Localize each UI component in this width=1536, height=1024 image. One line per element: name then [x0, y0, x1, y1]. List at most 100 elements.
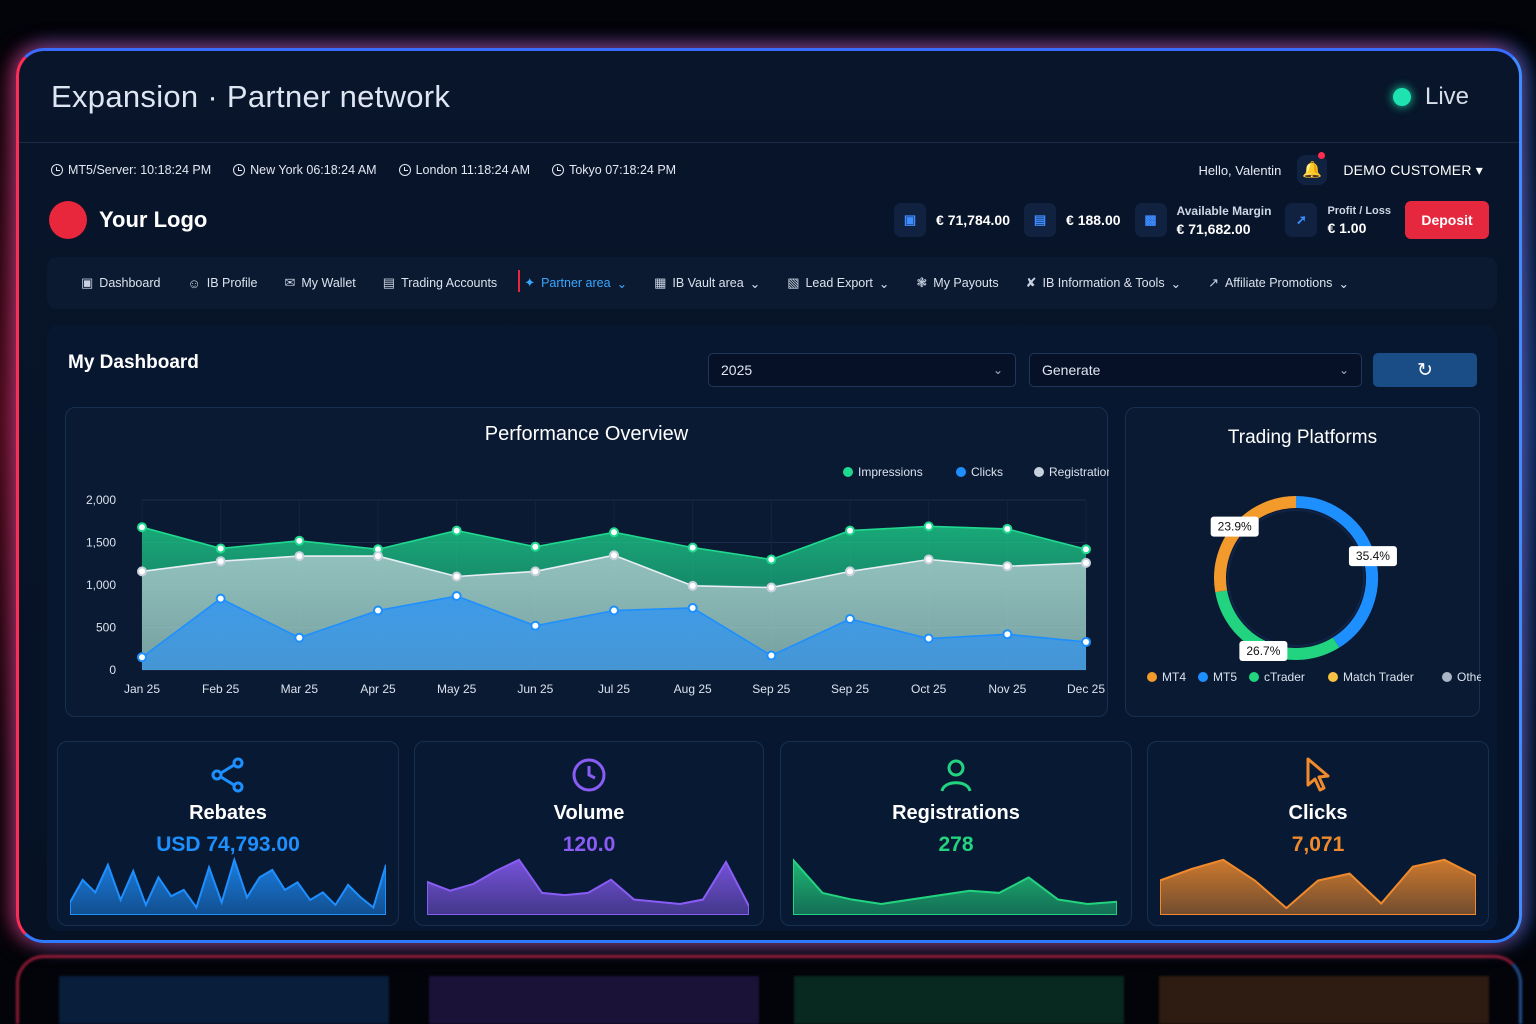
chevron-down-icon: ⌄ — [992, 363, 1003, 377]
clock-icon — [552, 164, 565, 176]
world-clocks: MT5/Server: 10:18:24 PM New York 06:18:2… — [51, 163, 676, 177]
legend-swatch — [843, 467, 853, 477]
bell-icon: 🔔 — [1302, 162, 1323, 179]
kpi-rebates[interactable]: Rebates USD 74,793.00 — [57, 741, 399, 926]
nav-dashboard[interactable]: ▣ Dashboard — [81, 275, 161, 290]
data-point-impressions — [609, 527, 619, 538]
mode-select[interactable]: Generate ⌄ — [1029, 353, 1362, 387]
kpi-clicks[interactable]: Clicks 7,071 — [1147, 741, 1489, 926]
user-bar: Hello, Valentin 🔔 DEMO CUSTOMER ▾ — [1198, 152, 1483, 185]
data-point-registrations — [845, 566, 855, 577]
legend-swatch — [1147, 672, 1157, 682]
kpi-volume[interactable]: Volume 120.0 — [414, 741, 764, 926]
y-tick-label: 0 — [109, 663, 116, 677]
donut-inner-ring — [1227, 509, 1365, 647]
performance-chart-card: Performance Overview 0 500 1,000 1,500 2,000… — [65, 407, 1109, 717]
nav-ib-profile[interactable]: ☺ IB Profile — [187, 275, 258, 291]
data-point-clicks — [845, 614, 855, 624]
sparkline-area — [70, 856, 386, 915]
legend-label: Match Trader — [1343, 670, 1414, 684]
nav-my-payouts[interactable]: ❃ My Payouts — [916, 275, 999, 290]
notification-dot — [1318, 152, 1326, 159]
legend-label: MT5 — [1213, 670, 1237, 684]
nav-partner-area[interactable]: ✦ Partner area ⌄ — [518, 270, 628, 292]
pie-slice-mt5 — [1295, 496, 1378, 648]
data-point-clicks — [137, 652, 147, 663]
cursor-icon — [1148, 756, 1488, 799]
platforms-chart-card: Trading Platforms 23.9% 35.4% 26.7% MT4 MT5 c… — [1125, 407, 1481, 717]
kpi-title: Clicks — [1288, 802, 1348, 824]
x-tick-label: Aug 25 — [674, 682, 712, 696]
logo[interactable]: Your Logo — [49, 201, 207, 239]
data-point-impressions — [294, 535, 305, 546]
sparkline-area — [793, 858, 1117, 915]
x-tick-label: Oct 25 — [911, 682, 947, 696]
legend-label: Other — [1457, 670, 1481, 684]
kpi-registrations[interactable]: Registrations 278 — [780, 741, 1132, 926]
chart-title: Trading Platforms — [1227, 427, 1378, 448]
year-select[interactable]: 2025 ⌄ — [708, 353, 1016, 387]
slice-label-box — [1210, 516, 1259, 537]
x-tick-label: Apr 25 — [360, 682, 396, 696]
share-icon — [58, 756, 398, 799]
page-title: My Dashboard — [68, 352, 199, 373]
margin-stat: ▩ Available Margin € 71,682.00 — [1134, 203, 1271, 237]
data-point-registrations — [766, 582, 777, 593]
sparkline-area — [427, 858, 749, 915]
data-point-registrations — [530, 566, 541, 577]
y-tick-label: 2,000 — [86, 493, 116, 507]
dashboard-icon: ▣ — [81, 275, 94, 290]
payout-icon: ❃ — [916, 275, 928, 290]
data-point-clicks — [687, 602, 698, 613]
data-point-impressions — [923, 521, 934, 532]
deposit-button[interactable]: Deposit — [1405, 201, 1489, 239]
reflection-blue — [59, 976, 389, 1024]
x-tick-label: Nov 25 — [988, 682, 1026, 696]
chevron-down-icon: ⌄ — [616, 276, 628, 291]
profit-icon: ➚ — [1285, 203, 1318, 237]
user-greeting: Hello, Valentin — [1198, 162, 1282, 178]
data-point-impressions — [1081, 544, 1091, 555]
refresh-icon: ↻ — [1417, 359, 1433, 381]
data-point-registrations — [451, 571, 462, 582]
data-point-impressions — [1002, 523, 1013, 534]
reflection-purple — [429, 976, 759, 1024]
x-tick-label: Jul 25 — [598, 682, 630, 696]
x-tick-label: May 25 — [437, 682, 477, 696]
sparkline-area — [1160, 858, 1476, 915]
account-dropdown[interactable]: DEMO CUSTOMER ▾ — [1343, 161, 1483, 178]
wallet-icon: ✉ — [284, 275, 296, 290]
clock-server: MT5/Server: 10:18:24 PM — [51, 163, 211, 177]
tools-icon: ✘ — [1025, 275, 1037, 290]
slice-label-box — [1348, 546, 1397, 567]
nav-affiliate-promotions[interactable]: ↗ Affiliate Promotions ⌄ — [1208, 275, 1349, 291]
nav-ib-information-tools[interactable]: ✘ IB Information & Tools ⌄ — [1025, 275, 1182, 291]
balance-stat: ▣ € 71,784.00 — [894, 203, 1010, 237]
refresh-button[interactable]: ↻ — [1373, 353, 1477, 387]
legend-swatch — [1034, 467, 1044, 477]
data-point-clicks — [215, 593, 226, 604]
nav-lead-export[interactable]: ▧ Lead Export ⌄ — [787, 275, 890, 291]
nav-ib-vault-area[interactable]: ▦ IB Vault area ⌄ — [654, 275, 761, 291]
data-point-registrations — [923, 554, 934, 565]
data-point-impressions — [451, 525, 462, 536]
x-tick-label: Feb 25 — [202, 682, 240, 696]
y-tick-label: 1,000 — [86, 578, 116, 592]
network-icon: ✦ — [524, 275, 536, 290]
data-point-clicks — [923, 633, 934, 644]
nav-trading-accounts[interactable]: ▤ Trading Accounts — [382, 275, 498, 290]
kpi-sparkline — [70, 856, 386, 915]
legend-swatch — [1442, 672, 1452, 682]
notifications-button[interactable]: 🔔 — [1297, 152, 1328, 185]
kpi-sparkline — [793, 858, 1117, 915]
nav-my-wallet[interactable]: ✉ My Wallet — [284, 275, 356, 290]
chart-icon: ▤ — [382, 275, 396, 290]
data-point-clicks — [1002, 629, 1013, 640]
chevron-down-icon: ▾ — [1475, 161, 1483, 178]
margin-icon: ▩ — [1134, 203, 1167, 237]
credit-stat: ▤ € 188.00 — [1024, 203, 1121, 237]
data-point-registrations — [215, 556, 226, 567]
kpi-title: Registrations — [892, 802, 1020, 824]
x-tick-label: Jan 25 — [124, 682, 160, 696]
wallet-icon: ▣ — [894, 203, 927, 237]
